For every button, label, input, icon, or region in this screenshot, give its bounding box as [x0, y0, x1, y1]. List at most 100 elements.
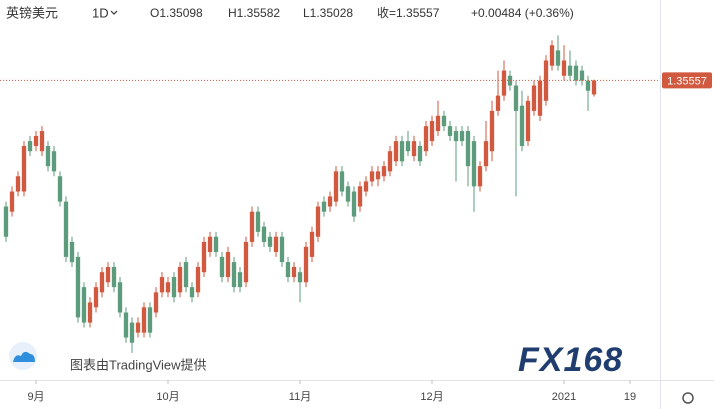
candle-body — [63, 201, 69, 257]
candle-body — [249, 211, 255, 242]
candle-body — [441, 115, 447, 127]
candle-body — [375, 171, 381, 180]
x-tick-label: 19 — [624, 391, 636, 403]
candle-body — [201, 241, 207, 273]
candle-body — [267, 236, 273, 247]
candle-body — [153, 292, 159, 313]
candle-body — [495, 95, 501, 111]
candle-body — [87, 302, 93, 323]
candle-body — [189, 287, 195, 298]
candle-body — [165, 282, 171, 293]
candle-body — [561, 60, 567, 76]
x-tick-label: 11月 — [289, 391, 311, 403]
candle-body — [471, 141, 477, 187]
candle-body — [477, 166, 483, 187]
candle-body — [483, 141, 489, 167]
ohlc-open: O1.35098 — [150, 6, 203, 20]
x-tick-label: 9月 — [27, 391, 44, 403]
candle-body — [81, 287, 87, 323]
candle-body — [519, 105, 525, 147]
candle-body — [93, 287, 99, 308]
candle-body — [387, 151, 393, 172]
symbol: 英镑美元 — [6, 5, 58, 20]
candle-body — [285, 262, 291, 278]
candle-body — [399, 141, 405, 162]
tradingview-badge: 图表由TradingView提供 — [9, 342, 207, 372]
candle-body — [243, 241, 249, 283]
candle-body — [363, 181, 369, 192]
candle-body — [297, 272, 303, 283]
candle-body — [453, 131, 459, 142]
candle-body — [555, 50, 561, 66]
candle-body — [369, 171, 375, 182]
candle-body — [231, 262, 237, 288]
candle-body — [291, 266, 297, 278]
candle-body — [171, 277, 177, 298]
candle-body — [117, 282, 123, 313]
candle-body — [219, 256, 225, 278]
badge-cloud — [13, 351, 35, 362]
candle-body — [423, 126, 429, 152]
candle-body — [351, 191, 357, 217]
x-tick-label: 10月 — [156, 391, 179, 403]
candle-body — [225, 252, 231, 278]
candle-body — [3, 206, 9, 237]
candle-body — [33, 135, 39, 147]
candle-body — [183, 262, 189, 288]
candle-body — [435, 115, 441, 132]
settings-icon[interactable] — [682, 392, 694, 404]
candle-body — [27, 141, 33, 152]
candle-body — [321, 201, 327, 212]
candle-body — [489, 110, 495, 152]
candle-body — [579, 70, 585, 81]
candle-body — [207, 236, 213, 253]
candle-body — [459, 131, 465, 142]
candle-body — [213, 236, 219, 253]
candle-body — [531, 85, 537, 111]
candle-body — [9, 191, 15, 212]
last-price-label: 1.35557 — [667, 75, 707, 87]
candle-body — [573, 65, 579, 81]
interval[interactable]: 1D — [92, 5, 109, 20]
candle-body — [357, 186, 363, 207]
candle-body — [159, 277, 165, 293]
candle-body — [135, 322, 141, 333]
candle-body — [465, 131, 471, 167]
candle-body — [99, 272, 105, 293]
candle-body — [315, 206, 321, 237]
candle-body — [273, 236, 279, 253]
header: 英镑美元 1D O1.35098 H1.35582 L1.35028 收=1.3… — [6, 5, 574, 20]
candle-body — [585, 80, 591, 91]
candle-body — [591, 80, 597, 95]
ohlc-close: 收=1.35557 — [377, 6, 440, 20]
watermark: 图表由TradingView提供 — [70, 357, 207, 372]
candle-body — [15, 176, 21, 192]
candle-body — [69, 241, 75, 263]
candle-body — [261, 226, 267, 242]
logo: FX168 — [518, 341, 623, 379]
candle-body — [45, 146, 51, 167]
candle-body — [327, 196, 333, 207]
candle-body — [411, 141, 417, 157]
interval-chevron[interactable] — [110, 10, 118, 15]
candle-body — [147, 307, 153, 333]
candle-body — [501, 70, 507, 96]
candle-body — [123, 312, 129, 338]
candle-body — [429, 120, 435, 142]
candle-body — [447, 126, 453, 136]
settings-gear[interactable] — [682, 392, 694, 404]
candle-body — [537, 80, 543, 116]
candle-body — [417, 146, 423, 162]
candle-body — [567, 65, 573, 76]
candle-body — [51, 151, 57, 172]
candle-body — [177, 266, 183, 293]
candle-body — [21, 146, 27, 192]
ohlc-low: L1.35028 — [303, 6, 353, 20]
candles — [3, 35, 597, 353]
candle-body — [111, 266, 117, 288]
candle-body — [405, 141, 411, 152]
ohlc-change: +0.00484 (+0.36%) — [471, 6, 574, 20]
candle-body — [75, 256, 81, 318]
